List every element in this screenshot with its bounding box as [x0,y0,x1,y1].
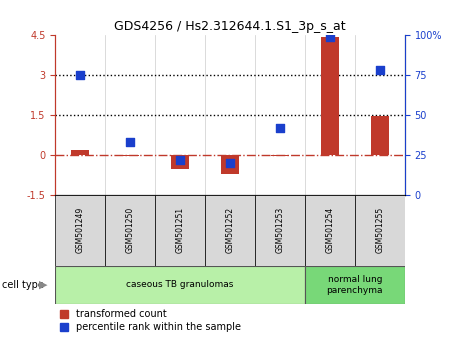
Text: cell type: cell type [2,280,44,290]
Point [276,125,283,131]
Bar [155,195,205,266]
Bar [221,155,238,174]
Bar [71,150,89,155]
Bar [304,195,354,266]
Legend: transformed count, percentile rank within the sample: transformed count, percentile rank withi… [60,309,240,332]
Text: GSM501250: GSM501250 [125,207,134,253]
Point [76,73,84,78]
Bar [205,195,254,266]
Bar [320,37,338,155]
Point [325,34,333,40]
Point [226,160,233,166]
Text: GSM501253: GSM501253 [275,207,284,253]
Bar [55,195,105,266]
Title: GDS4256 / Hs2.312644.1.S1_3p_s_at: GDS4256 / Hs2.312644.1.S1_3p_s_at [114,20,345,33]
Bar [304,266,404,304]
Bar [370,116,388,155]
Text: GSM501254: GSM501254 [325,207,334,253]
Point [126,139,134,145]
Bar [121,155,139,156]
Bar [254,195,304,266]
Bar [171,155,188,169]
Text: GSM501249: GSM501249 [76,207,84,253]
Text: normal lung
parenchyma: normal lung parenchyma [326,275,382,295]
Bar [354,195,404,266]
Bar [271,155,288,156]
Bar [105,195,155,266]
Point [176,157,183,162]
Text: ▶: ▶ [39,280,47,290]
Text: GSM501252: GSM501252 [225,207,234,253]
Text: GSM501251: GSM501251 [175,207,184,253]
Bar [55,266,304,304]
Point [375,68,383,73]
Text: GSM501255: GSM501255 [375,207,383,253]
Text: caseous TB granulomas: caseous TB granulomas [126,280,233,290]
